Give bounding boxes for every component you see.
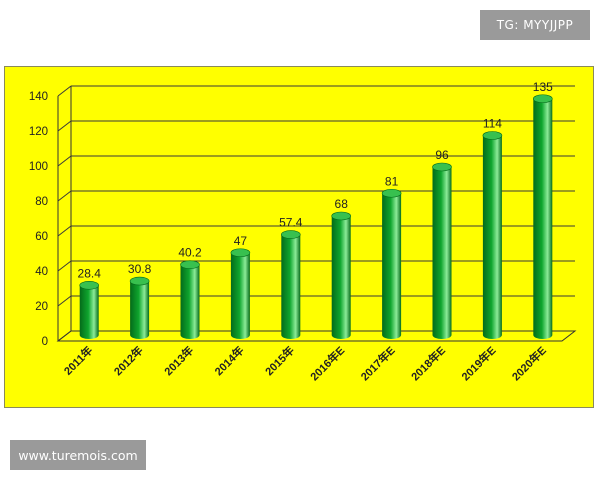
bar — [432, 167, 452, 339]
data-label: 47 — [234, 234, 248, 248]
gridline-wall — [57, 190, 72, 202]
x-tick-label: 2014年 — [212, 343, 247, 378]
bar — [533, 98, 553, 339]
bar-top — [381, 188, 402, 198]
bar-chart: 0 20 40 60 80 100 120 140 2011年 2012年 2013年 2014年 2… — [29, 80, 577, 383]
y-tick-label: 120 — [29, 126, 48, 138]
x-tick-label: 2011年 — [61, 343, 96, 378]
x-tick-label: 2013年 — [161, 343, 196, 378]
bar-top — [280, 230, 301, 239]
x-tick-label: 2017年E — [358, 343, 398, 383]
x-tick-labels: 2011年 2012年 2013年 2014年 2015年 2016年E 2017年E 201… — [61, 343, 549, 383]
bar — [331, 216, 351, 339]
x-tick-label: 2012年 — [111, 343, 146, 378]
bar-top — [180, 260, 200, 269]
bar-top — [331, 211, 352, 221]
gridline-wall — [57, 295, 72, 307]
data-label: 96 — [435, 148, 449, 162]
y-tick-label: 40 — [35, 266, 48, 278]
data-label: 28.4 — [78, 266, 102, 280]
y-tick-label: 60 — [35, 231, 48, 243]
bar — [130, 281, 150, 339]
gridline-wall — [57, 85, 72, 97]
bar — [482, 135, 502, 339]
x-tick-label: 2020年E — [509, 343, 549, 383]
bar-top — [482, 131, 503, 140]
gridline-wall — [57, 225, 72, 237]
x-tick-label: 2015年 — [262, 343, 297, 378]
chart-area: 0 20 40 60 80 100 120 140 2011年 2012年 2013年 2014年 2… — [4, 66, 594, 408]
y-tick-label: 100 — [29, 161, 48, 173]
bar — [281, 234, 301, 339]
y-tick-labels: 0 20 40 60 80 100 120 140 — [29, 91, 48, 348]
bar-top — [432, 162, 452, 172]
data-label: 57.4 — [279, 216, 303, 230]
gridline-wall — [57, 260, 72, 272]
watermark-site: www.turemois.com — [10, 440, 146, 470]
bar — [382, 193, 402, 339]
bar — [230, 252, 250, 339]
bar-top — [230, 248, 251, 258]
data-label: 81 — [385, 174, 399, 188]
x-tick-label: 2016年E — [307, 343, 347, 383]
data-label: 30.8 — [128, 262, 152, 276]
bar-top — [129, 276, 150, 286]
bar-top — [532, 94, 553, 104]
data-label: 68 — [335, 197, 349, 211]
data-label: 114 — [483, 117, 502, 131]
data-label: 135 — [533, 80, 553, 94]
bar — [180, 264, 200, 339]
y-tick-label: 0 — [42, 336, 48, 348]
y-tick-label: 20 — [35, 301, 48, 313]
y-tick-label: 80 — [35, 196, 48, 208]
x-tick-label: 2019年E — [458, 343, 498, 383]
x-tick-label: 2018年E — [408, 343, 448, 383]
gridline-wall — [57, 155, 72, 167]
bar-top — [79, 281, 99, 290]
gridline-wall — [57, 120, 72, 132]
axes — [56, 86, 577, 342]
data-labels: 28.4 30.8 40.2 47 57.4 68 81 96 114 135 — [78, 80, 554, 281]
y-tick-label: 140 — [29, 91, 48, 103]
floor — [56, 330, 577, 342]
bars — [79, 94, 553, 339]
data-label: 40.2 — [178, 246, 202, 260]
watermark-tag: TG: MYYJJPP — [480, 10, 590, 40]
bar — [79, 285, 99, 339]
